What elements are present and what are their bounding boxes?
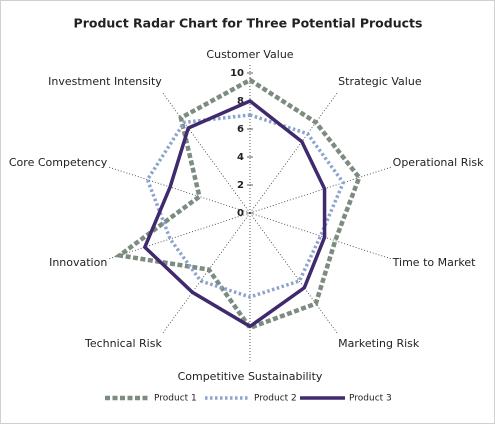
spoke [109, 166, 251, 214]
axis-label: Customer Value [206, 48, 293, 61]
r-tick-label: 4 [237, 152, 244, 163]
series-line [113, 77, 362, 331]
axis-label: Technical Risk [84, 337, 162, 350]
axis-label: Innovation [49, 256, 107, 269]
axis-label: Core Competency [9, 156, 108, 169]
r-tick-label: 8 [237, 96, 244, 107]
axis-label: Marketing Risk [338, 337, 420, 350]
spoke [162, 212, 251, 333]
spoke [249, 212, 338, 333]
axis-label: Time to Market [392, 256, 476, 269]
legend-label: Product 1 [154, 394, 197, 404]
legend-label: Product 3 [349, 394, 392, 404]
r-tick-label: 6 [237, 124, 244, 135]
spoke [249, 93, 338, 214]
chart-title: Product Radar Chart for Three Potential … [74, 16, 423, 31]
axis-label: Operational Risk [393, 156, 484, 169]
axis-label: Strategic Value [338, 75, 422, 88]
spoke [249, 212, 391, 260]
legend-label: Product 2 [254, 394, 297, 404]
r-tick-label: 10 [230, 68, 244, 79]
series-line [142, 98, 327, 329]
spoke [162, 93, 251, 214]
r-tick-label: 0 [237, 208, 244, 219]
spoke [109, 212, 251, 260]
axis-label: Competitive Sustainability [178, 370, 323, 383]
series-line [145, 113, 346, 299]
r-tick-label: 2 [237, 180, 244, 191]
axis-label: Investment Intensity [48, 75, 162, 88]
spoke [249, 166, 391, 214]
